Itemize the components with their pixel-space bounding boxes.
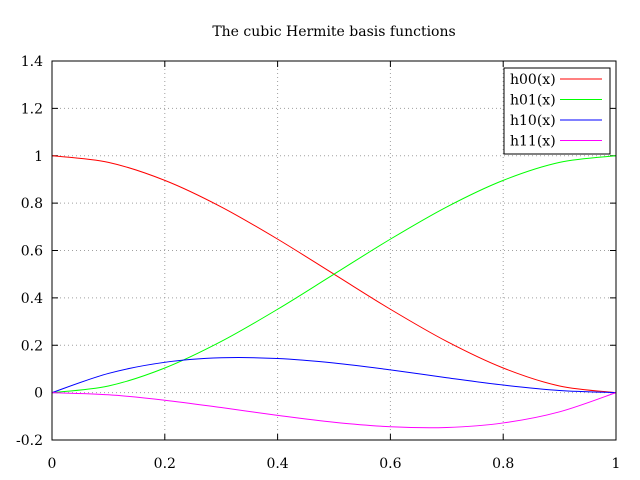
y-tick-label: 1 — [34, 149, 43, 165]
series-line-h01x — [51, 155, 617, 394]
y-tick-label: 0.2 — [21, 338, 43, 354]
x-tick-label: 0.6 — [379, 456, 401, 472]
y-tick-label: -0.2 — [16, 433, 43, 449]
x-tick-label: 0.8 — [492, 456, 514, 472]
y-tick-label: 0.4 — [21, 291, 43, 307]
x-tick-label: 1 — [612, 456, 621, 472]
legend: h00(x) h01(x) h10(x) h11(x) — [503, 67, 611, 155]
series-lines — [51, 155, 617, 429]
y-tick-label: 0.6 — [21, 244, 43, 260]
series-line-h10x — [51, 357, 617, 394]
legend-box — [503, 67, 611, 155]
series-line-h11x — [51, 392, 617, 429]
legend-label-h10x: h10(x) — [510, 113, 556, 129]
y-tick-label: 0.8 — [21, 196, 43, 212]
chart-title: The cubic Hermite basis functions — [212, 24, 455, 40]
legend-label-h11x: h11(x) — [510, 134, 556, 150]
y-tick-labels: -0.2 0 0.2 0.4 0.6 0.8 1 1.2 1.4 — [16, 54, 43, 449]
x-tick-label: 0 — [48, 456, 57, 472]
y-tick-label: 0 — [34, 386, 43, 402]
x-tick-labels: 0 0.2 0.4 0.6 0.8 1 — [48, 456, 621, 472]
legend-label-h00x: h00(x) — [510, 72, 556, 88]
x-tick-label: 0.4 — [266, 456, 288, 472]
y-tick-label: 1.4 — [21, 54, 43, 70]
y-tick-label: 1.2 — [21, 101, 43, 117]
plot-frame — [51, 60, 617, 441]
legend-label-h01x: h01(x) — [510, 93, 556, 109]
x-tick-label: 0.2 — [154, 456, 176, 472]
